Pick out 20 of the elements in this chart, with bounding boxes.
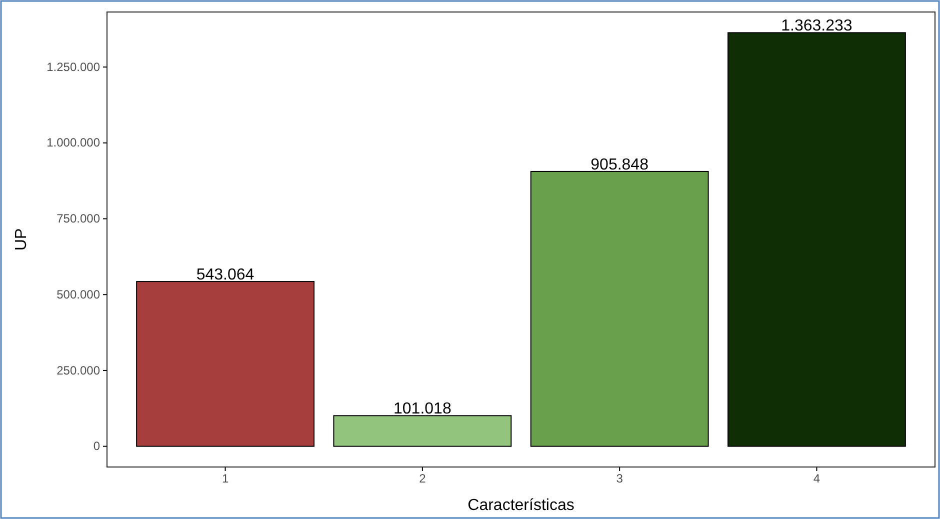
bar [530, 170, 709, 447]
y-tick-label: 250.000 [56, 363, 100, 378]
x-tick-label: 1 [222, 472, 229, 486]
y-tick-label: 1.250.000 [46, 60, 100, 74]
data-label: 543.064 [196, 266, 254, 284]
x-tick-label: 2 [419, 472, 426, 486]
y-tick-label: 1.000.000 [46, 136, 100, 150]
bar [136, 281, 314, 447]
x-tick-label: 3 [616, 472, 624, 486]
x-tick-label: 4 [813, 472, 820, 486]
y-tick-label: 750.000 [56, 212, 100, 226]
data-label: 1.363.233 [781, 18, 852, 35]
bar [728, 32, 906, 447]
data-label: 101.018 [394, 400, 452, 418]
data-label: 905.848 [590, 156, 649, 174]
x-axis-title: Características [468, 497, 574, 514]
y-axis-title: UP [13, 228, 30, 251]
y-tick-label: 500.000 [56, 287, 100, 302]
y-tick-label: 0 [93, 439, 100, 454]
bar [333, 415, 512, 447]
